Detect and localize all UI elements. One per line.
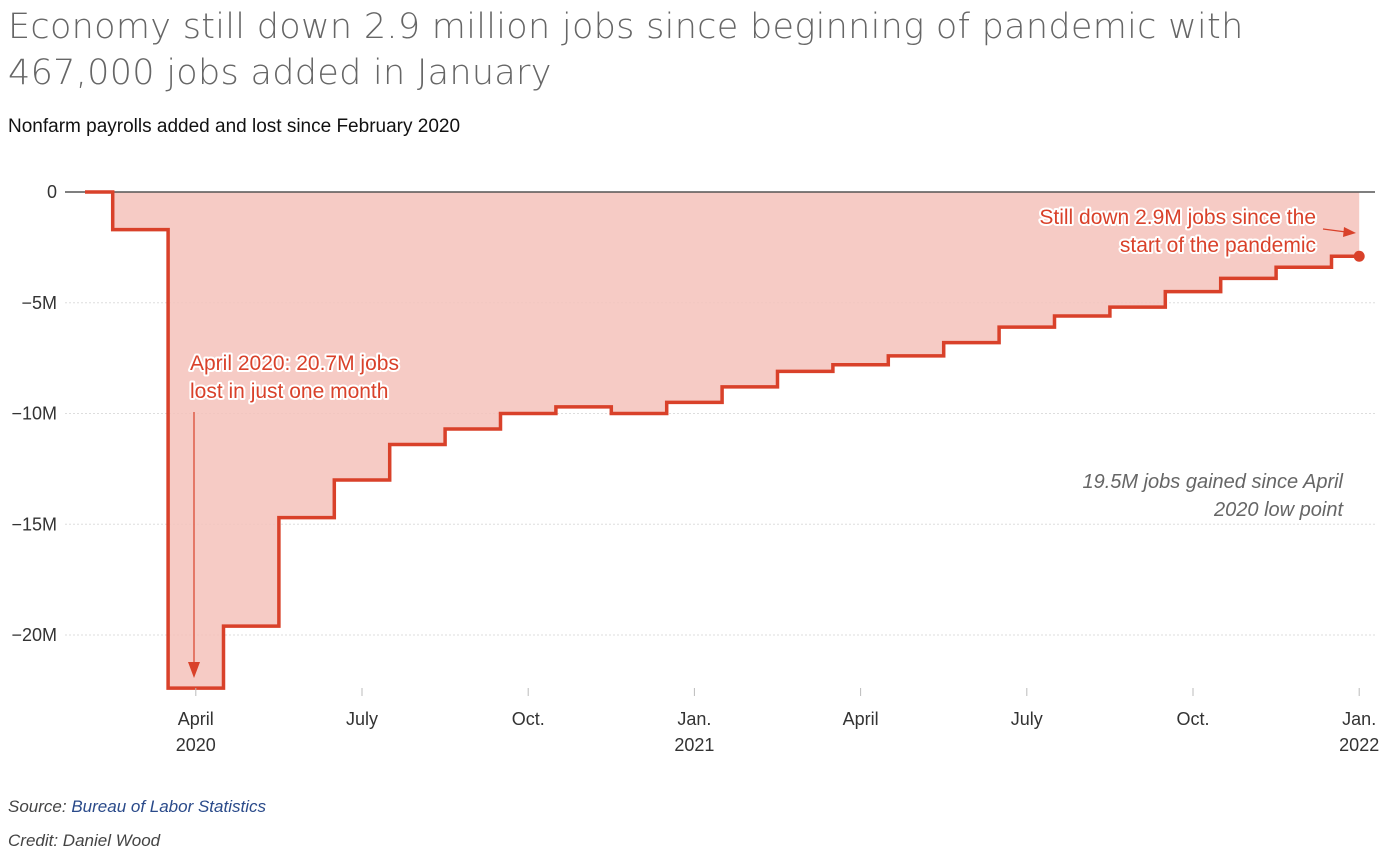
y-tick-label: −5M — [21, 293, 57, 313]
annotation-april-text: April 2020: 20.7M jobs — [190, 352, 399, 375]
source-line: Source: Bureau of Labor Statistics — [8, 797, 266, 817]
latest-data-point — [1353, 250, 1365, 262]
data-point — [1025, 325, 1029, 329]
data-point — [83, 190, 87, 194]
area-fill — [85, 192, 1360, 689]
x-tick-label: Oct. — [1176, 709, 1209, 729]
annotation-gained-note: 19.5M jobs gained since April 2020 low po… — [1082, 471, 1344, 521]
source-link[interactable]: Bureau of Labor Statistics — [71, 797, 266, 816]
jobs-step-chart: 0 −5M −10M −15M −20M April 2020 July Oct. Jan. 20… — [11, 182, 1379, 755]
data-point — [360, 478, 364, 482]
x-tick-year-label: 2020 — [176, 735, 216, 755]
x-axis-ticks — [195, 688, 1360, 696]
x-tick-year-label: 2022 — [1339, 735, 1379, 755]
x-tick-label: Oct. — [512, 709, 545, 729]
data-point — [305, 516, 309, 520]
data-point — [637, 412, 641, 416]
data-point — [1080, 314, 1084, 318]
chart-subtitle: Nonfarm payrolls added and lost since Fe… — [8, 116, 461, 137]
annotation-gained-text: 19.5M jobs gained since April — [1082, 471, 1343, 493]
x-tick-label: July — [1011, 709, 1043, 729]
data-point — [748, 385, 752, 389]
chart-title: Economy still down 2.9 million jobs sinc… — [8, 7, 1244, 93]
x-axis-labels: April 2020 July Oct. Jan. 2021 April July Oct. Ja… — [176, 709, 1379, 755]
data-point — [803, 369, 807, 373]
source-label: Source: — [8, 797, 67, 816]
x-tick-label: July — [346, 709, 378, 729]
y-tick-label: −20M — [11, 625, 57, 645]
annotation-gained-text: 2020 low point — [1213, 499, 1344, 521]
x-tick-label: April — [178, 709, 214, 729]
annotation-still-down-arrow-line — [1322, 228, 1347, 233]
credit-line: Credit: Daniel Wood — [8, 831, 161, 850]
annotation-april-arrowhead — [188, 662, 200, 678]
data-point — [415, 443, 419, 447]
data-point — [692, 400, 696, 404]
annotation-still-down-text: Still down 2.9M jobs since the — [1039, 206, 1316, 229]
data-point — [969, 341, 973, 345]
data-point — [1302, 265, 1306, 269]
data-point — [914, 354, 918, 358]
data-point — [1191, 290, 1195, 294]
data-point — [1246, 276, 1250, 280]
annotation-april-text: lost in just one month — [190, 380, 388, 403]
data-point — [526, 412, 530, 416]
data-point — [471, 427, 475, 431]
y-tick-label: −15M — [11, 514, 57, 534]
series-step-line — [85, 190, 1360, 690]
data-point — [859, 363, 863, 367]
x-tick-label: April — [843, 709, 879, 729]
x-tick-label: Jan. — [1342, 709, 1376, 729]
annotation-still-down-text: start of the pandemic — [1120, 234, 1316, 257]
x-tick-year-label: 2021 — [674, 735, 714, 755]
x-tick-label: Jan. — [677, 709, 711, 729]
data-points — [83, 190, 1365, 628]
data-point — [249, 624, 253, 628]
annotation-still-down-arrowhead — [1343, 227, 1356, 237]
data-point — [582, 405, 586, 409]
data-point — [1136, 305, 1140, 309]
y-tick-label: −10M — [11, 404, 57, 424]
y-axis-labels: 0 −5M −10M −15M −20M — [11, 182, 57, 645]
annotation-still-down: Still down 2.9M jobs since the start of t… — [1037, 204, 1356, 259]
annotation-april-low: April 2020: 20.7M jobs lost in just one m… — [188, 350, 401, 678]
y-tick-label: 0 — [47, 182, 57, 202]
data-point — [138, 228, 142, 232]
